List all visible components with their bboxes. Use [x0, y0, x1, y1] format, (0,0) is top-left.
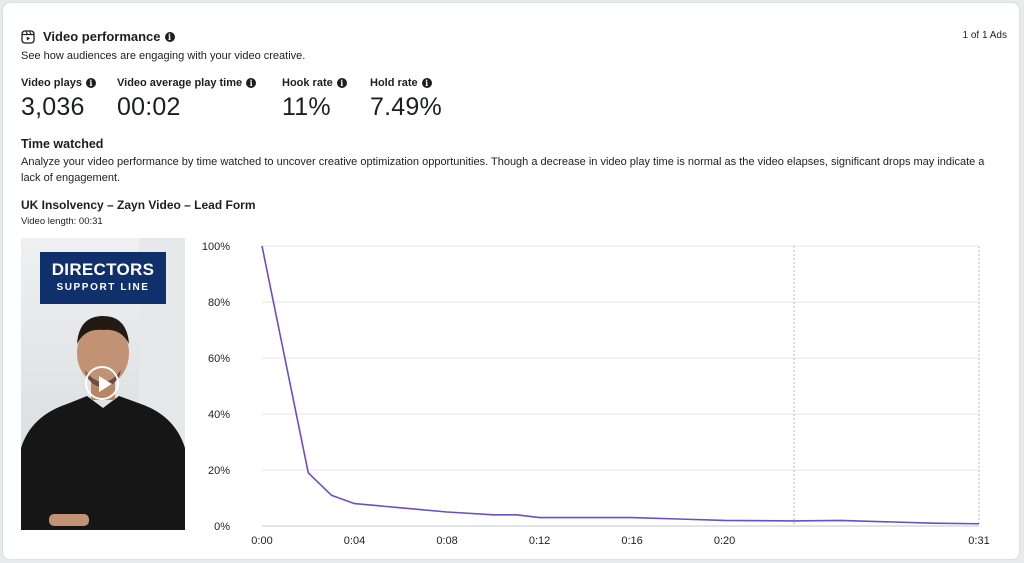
x-tick-label: 0:04 [344, 535, 365, 547]
y-tick-label: 100% [202, 241, 230, 253]
metric-value: 11% [282, 93, 331, 121]
metric-label: Hold rate [370, 77, 418, 89]
metric-label: Video plays [21, 77, 82, 89]
x-tick-label: 0:16 [621, 535, 642, 547]
metric-value: 00:02 [117, 93, 181, 121]
time-watched-title: Time watched [21, 137, 104, 151]
x-tick-label: 0:20 [714, 535, 735, 547]
metric-label: Hook rate [282, 77, 333, 89]
video-length: Video length: 00:31 [21, 216, 103, 227]
ad-name: UK Insolvency – Zayn Video – Lead Form [21, 198, 256, 212]
info-icon[interactable]: i [85, 78, 96, 88]
play-icon[interactable] [85, 366, 119, 400]
x-tick-label: 0:31 [968, 535, 989, 547]
directors-support-line-logo: DIRECTORS SUPPORT LINE [40, 252, 166, 304]
metric-video-plays: Video plays i 3,036 [21, 77, 96, 122]
metric-value: 7.49% [370, 93, 442, 121]
y-tick-label: 60% [208, 353, 230, 365]
y-tick-label: 0% [214, 521, 230, 533]
y-tick-label: 80% [208, 297, 230, 309]
metric-value: 3,036 [21, 93, 85, 121]
y-tick-label: 20% [208, 465, 230, 477]
x-tick-label: 0:12 [529, 535, 550, 547]
page-subtitle: See how audiences are engaging with your… [21, 50, 306, 62]
series-line [261, 245, 980, 525]
metric-hook-rate: Hook rate i 11% [282, 77, 347, 122]
metric-hold-rate: Hold rate i 7.49% [370, 77, 442, 122]
header: Video performance i [21, 29, 175, 44]
page-title: Video performance [43, 29, 161, 44]
logo-line-1: DIRECTORS [51, 260, 155, 279]
ad-pager: 1 of 1 Ads [962, 30, 1007, 41]
metric-label: Video average play time [117, 77, 243, 89]
info-icon[interactable]: i [246, 78, 257, 88]
logo-line-2: SUPPORT LINE [56, 282, 150, 293]
info-icon[interactable]: i [336, 78, 347, 88]
reel-icon [21, 29, 35, 44]
x-tick-label: 0:08 [436, 535, 457, 547]
time-watched-description: Analyze your video performance by time w… [21, 156, 985, 184]
info-icon[interactable]: i [421, 78, 432, 88]
metric-average-play-time: Video average play time i 00:02 [117, 77, 257, 122]
y-tick-label: 40% [208, 409, 230, 421]
video-thumbnail[interactable]: DIRECTORS SUPPORT LINE [21, 238, 185, 530]
time-watched-chart: 0% 20% 40% 60% 80% 100% 0:00 0:04 0:08 0:12 0:16 0:… [202, 241, 990, 547]
info-icon[interactable]: i [164, 31, 175, 42]
x-tick-label: 0:00 [251, 535, 272, 547]
